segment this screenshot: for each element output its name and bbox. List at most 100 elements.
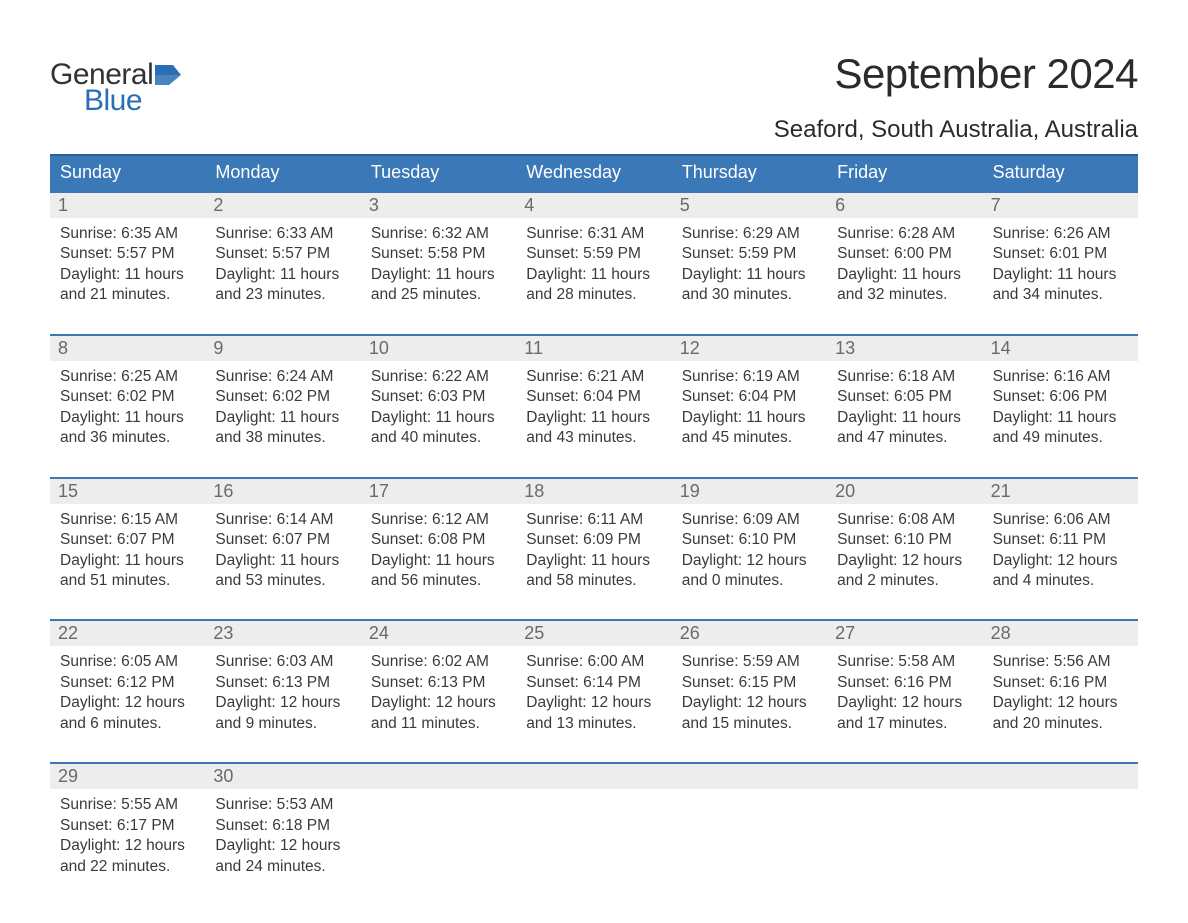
sunset-line: Sunset: 6:04 PM	[682, 387, 817, 407]
location: Seaford, South Australia, Australia	[774, 116, 1138, 144]
calendar-cell: Sunrise: 6:25 AMSunset: 6:02 PMDaylight:…	[50, 361, 205, 455]
calendar-cell: Sunrise: 6:28 AMSunset: 6:00 PMDaylight:…	[827, 218, 982, 312]
daylight-line: Daylight: 11 hours and 45 minutes.	[682, 408, 817, 449]
weekday-header: Sunday Monday Tuesday Wednesday Thursday…	[50, 154, 1138, 191]
sunrise-line: Sunrise: 5:55 AM	[60, 795, 195, 815]
daylight-line: Daylight: 12 hours and 6 minutes.	[60, 693, 195, 734]
day-number: 11	[516, 336, 671, 361]
day-number: 16	[205, 479, 360, 504]
sunrise-line: Sunrise: 5:59 AM	[682, 652, 817, 672]
day-number: 25	[516, 621, 671, 646]
daylight-line: Daylight: 11 hours and 40 minutes.	[371, 408, 506, 449]
sunrise-line: Sunrise: 5:56 AM	[993, 652, 1128, 672]
calendar-cell: Sunrise: 6:33 AMSunset: 5:57 PMDaylight:…	[205, 218, 360, 312]
sunset-line: Sunset: 6:13 PM	[215, 673, 350, 693]
calendar-cell	[361, 789, 516, 883]
day-number	[516, 764, 671, 789]
calendar-cell: Sunrise: 5:56 AMSunset: 6:16 PMDaylight:…	[983, 646, 1138, 740]
weekday-label: Tuesday	[361, 156, 516, 191]
calendar-week: 22232425262728Sunrise: 6:05 AMSunset: 6:…	[50, 619, 1138, 740]
daylight-line: Daylight: 11 hours and 32 minutes.	[837, 265, 972, 306]
daylight-line: Daylight: 12 hours and 15 minutes.	[682, 693, 817, 734]
sunrise-line: Sunrise: 6:33 AM	[215, 224, 350, 244]
sunrise-line: Sunrise: 6:31 AM	[526, 224, 661, 244]
day-number: 28	[983, 621, 1138, 646]
daylight-line: Daylight: 11 hours and 36 minutes.	[60, 408, 195, 449]
calendar-cell: Sunrise: 6:03 AMSunset: 6:13 PMDaylight:…	[205, 646, 360, 740]
sunset-line: Sunset: 6:03 PM	[371, 387, 506, 407]
day-number: 21	[983, 479, 1138, 504]
calendar-cell: Sunrise: 6:06 AMSunset: 6:11 PMDaylight:…	[983, 504, 1138, 598]
sunset-line: Sunset: 6:09 PM	[526, 530, 661, 550]
calendar-cell: Sunrise: 6:05 AMSunset: 6:12 PMDaylight:…	[50, 646, 205, 740]
calendar-cell: Sunrise: 6:02 AMSunset: 6:13 PMDaylight:…	[361, 646, 516, 740]
month-title: September 2024	[774, 50, 1138, 98]
daylight-line: Daylight: 11 hours and 49 minutes.	[993, 408, 1128, 449]
day-number: 24	[361, 621, 516, 646]
day-number	[361, 764, 516, 789]
sunrise-line: Sunrise: 6:18 AM	[837, 367, 972, 387]
day-number: 22	[50, 621, 205, 646]
weekday-label: Wednesday	[516, 156, 671, 191]
sunset-line: Sunset: 6:00 PM	[837, 244, 972, 264]
daylight-line: Daylight: 11 hours and 43 minutes.	[526, 408, 661, 449]
sunrise-line: Sunrise: 6:32 AM	[371, 224, 506, 244]
day-number: 20	[827, 479, 982, 504]
sunrise-line: Sunrise: 6:09 AM	[682, 510, 817, 530]
sunrise-line: Sunrise: 6:25 AM	[60, 367, 195, 387]
day-number	[983, 764, 1138, 789]
sunrise-line: Sunrise: 6:03 AM	[215, 652, 350, 672]
daylight-line: Daylight: 11 hours and 34 minutes.	[993, 265, 1128, 306]
sunset-line: Sunset: 5:58 PM	[371, 244, 506, 264]
sunrise-line: Sunrise: 6:24 AM	[215, 367, 350, 387]
title-block: September 2024 Seaford, South Australia,…	[774, 50, 1138, 144]
day-number: 23	[205, 621, 360, 646]
calendar-cell: Sunrise: 5:55 AMSunset: 6:17 PMDaylight:…	[50, 789, 205, 883]
sunset-line: Sunset: 6:07 PM	[60, 530, 195, 550]
calendar: Sunday Monday Tuesday Wednesday Thursday…	[50, 154, 1138, 883]
sunset-line: Sunset: 6:16 PM	[993, 673, 1128, 693]
calendar-cell: Sunrise: 6:18 AMSunset: 6:05 PMDaylight:…	[827, 361, 982, 455]
calendar-cell: Sunrise: 6:16 AMSunset: 6:06 PMDaylight:…	[983, 361, 1138, 455]
day-number	[827, 764, 982, 789]
daylight-line: Daylight: 11 hours and 25 minutes.	[371, 265, 506, 306]
calendar-cell: Sunrise: 6:11 AMSunset: 6:09 PMDaylight:…	[516, 504, 671, 598]
sunset-line: Sunset: 6:17 PM	[60, 816, 195, 836]
day-number-row: 22232425262728	[50, 621, 1138, 646]
day-number: 15	[50, 479, 205, 504]
day-number: 3	[361, 193, 516, 218]
sunset-line: Sunset: 6:02 PM	[215, 387, 350, 407]
sunset-line: Sunset: 6:12 PM	[60, 673, 195, 693]
day-number-row: 1234567	[50, 193, 1138, 218]
sunset-line: Sunset: 5:59 PM	[526, 244, 661, 264]
sunrise-line: Sunrise: 6:08 AM	[837, 510, 972, 530]
calendar-week: 2930Sunrise: 5:55 AMSunset: 6:17 PMDayli…	[50, 762, 1138, 883]
day-number: 2	[205, 193, 360, 218]
day-number: 1	[50, 193, 205, 218]
sunrise-line: Sunrise: 6:14 AM	[215, 510, 350, 530]
calendar-cell: Sunrise: 5:53 AMSunset: 6:18 PMDaylight:…	[205, 789, 360, 883]
daylight-line: Daylight: 11 hours and 30 minutes.	[682, 265, 817, 306]
sunrise-line: Sunrise: 5:53 AM	[215, 795, 350, 815]
daylight-line: Daylight: 11 hours and 23 minutes.	[215, 265, 350, 306]
calendar-cell	[983, 789, 1138, 883]
day-number: 8	[50, 336, 205, 361]
sunset-line: Sunset: 6:13 PM	[371, 673, 506, 693]
daylight-line: Daylight: 12 hours and 11 minutes.	[371, 693, 506, 734]
day-number: 14	[983, 336, 1138, 361]
sunset-line: Sunset: 6:08 PM	[371, 530, 506, 550]
sunset-line: Sunset: 6:10 PM	[682, 530, 817, 550]
day-number: 5	[672, 193, 827, 218]
sunrise-line: Sunrise: 6:06 AM	[993, 510, 1128, 530]
sunrise-line: Sunrise: 6:12 AM	[371, 510, 506, 530]
daylight-line: Daylight: 11 hours and 53 minutes.	[215, 551, 350, 592]
sunrise-line: Sunrise: 6:05 AM	[60, 652, 195, 672]
sunset-line: Sunset: 6:10 PM	[837, 530, 972, 550]
calendar-cell: Sunrise: 6:31 AMSunset: 5:59 PMDaylight:…	[516, 218, 671, 312]
calendar-cell: Sunrise: 6:29 AMSunset: 5:59 PMDaylight:…	[672, 218, 827, 312]
header: General Blue September 2024 Seaford, Sou…	[50, 50, 1138, 144]
calendar-cell: Sunrise: 6:21 AMSunset: 6:04 PMDaylight:…	[516, 361, 671, 455]
sunset-line: Sunset: 6:06 PM	[993, 387, 1128, 407]
day-number: 29	[50, 764, 205, 789]
calendar-cell: Sunrise: 6:15 AMSunset: 6:07 PMDaylight:…	[50, 504, 205, 598]
